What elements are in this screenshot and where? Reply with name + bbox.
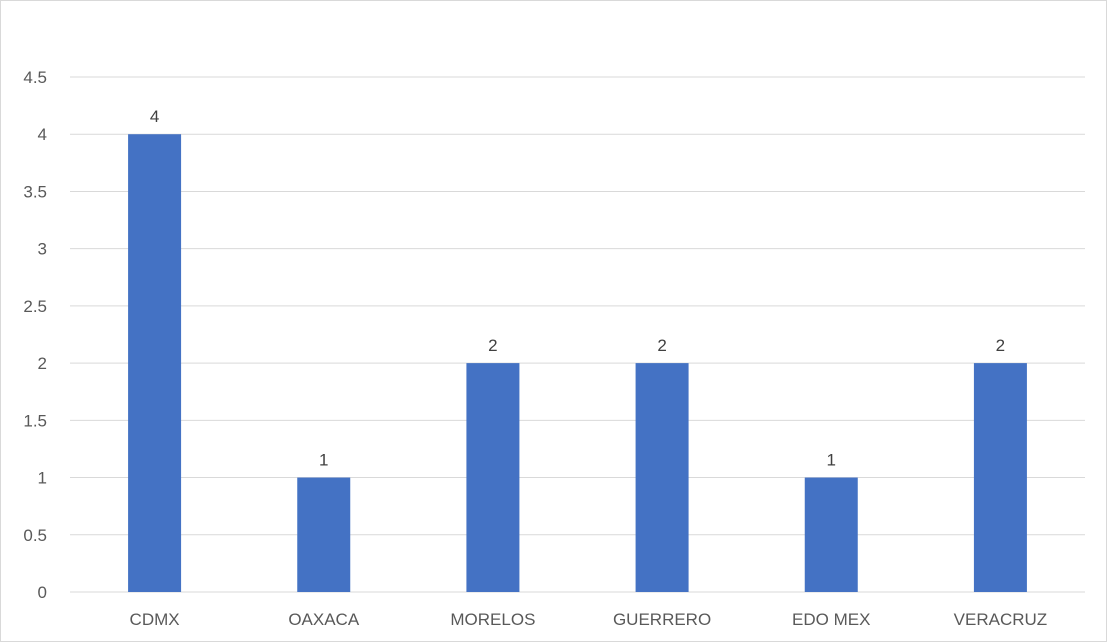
y-tick-label: 0 xyxy=(38,583,47,602)
y-tick-label: 2 xyxy=(38,354,47,373)
bar-veracruz xyxy=(973,363,1027,592)
y-axis-tick-labels: 0 0.5 1 1.5 2 2.5 3 3.5 4 4.5 xyxy=(23,68,47,602)
x-tick-label: GUERRERO xyxy=(613,610,711,629)
bars xyxy=(128,134,1027,592)
y-tick-label: 3 xyxy=(38,240,47,259)
x-tick-label: CDMX xyxy=(130,610,180,629)
bar-cdmx xyxy=(128,134,182,592)
y-tick-label: 2.5 xyxy=(23,297,47,316)
x-tick-label: OAXACA xyxy=(288,610,360,629)
x-tick-label: VERACRUZ xyxy=(954,610,1048,629)
data-label: 2 xyxy=(996,336,1005,355)
data-label: 4 xyxy=(150,107,159,126)
data-label: 1 xyxy=(319,451,328,470)
x-axis-tick-labels: CDMX OAXACA MORELOS GUERRERO EDO MEX VERACRUZ xyxy=(130,610,1048,629)
data-label: 2 xyxy=(488,336,497,355)
gridlines xyxy=(70,76,1085,593)
y-tick-label: 0.5 xyxy=(23,526,47,545)
y-tick-label: 4.5 xyxy=(23,68,47,87)
y-tick-label: 1.5 xyxy=(23,411,47,430)
bar-guerrero xyxy=(635,363,689,592)
y-tick-label: 1 xyxy=(38,469,47,488)
x-tick-label: EDO MEX xyxy=(792,610,870,629)
y-tick-label: 3.5 xyxy=(23,182,47,201)
data-labels: 4 1 2 2 1 2 xyxy=(150,107,1005,469)
bar-morelos xyxy=(466,363,520,592)
data-label: 1 xyxy=(827,451,836,470)
bar-oaxaca xyxy=(297,477,351,592)
bar-edo-mex xyxy=(804,477,858,592)
y-tick-label: 4 xyxy=(38,125,47,144)
x-tick-label: MORELOS xyxy=(450,610,535,629)
data-label: 2 xyxy=(657,336,666,355)
